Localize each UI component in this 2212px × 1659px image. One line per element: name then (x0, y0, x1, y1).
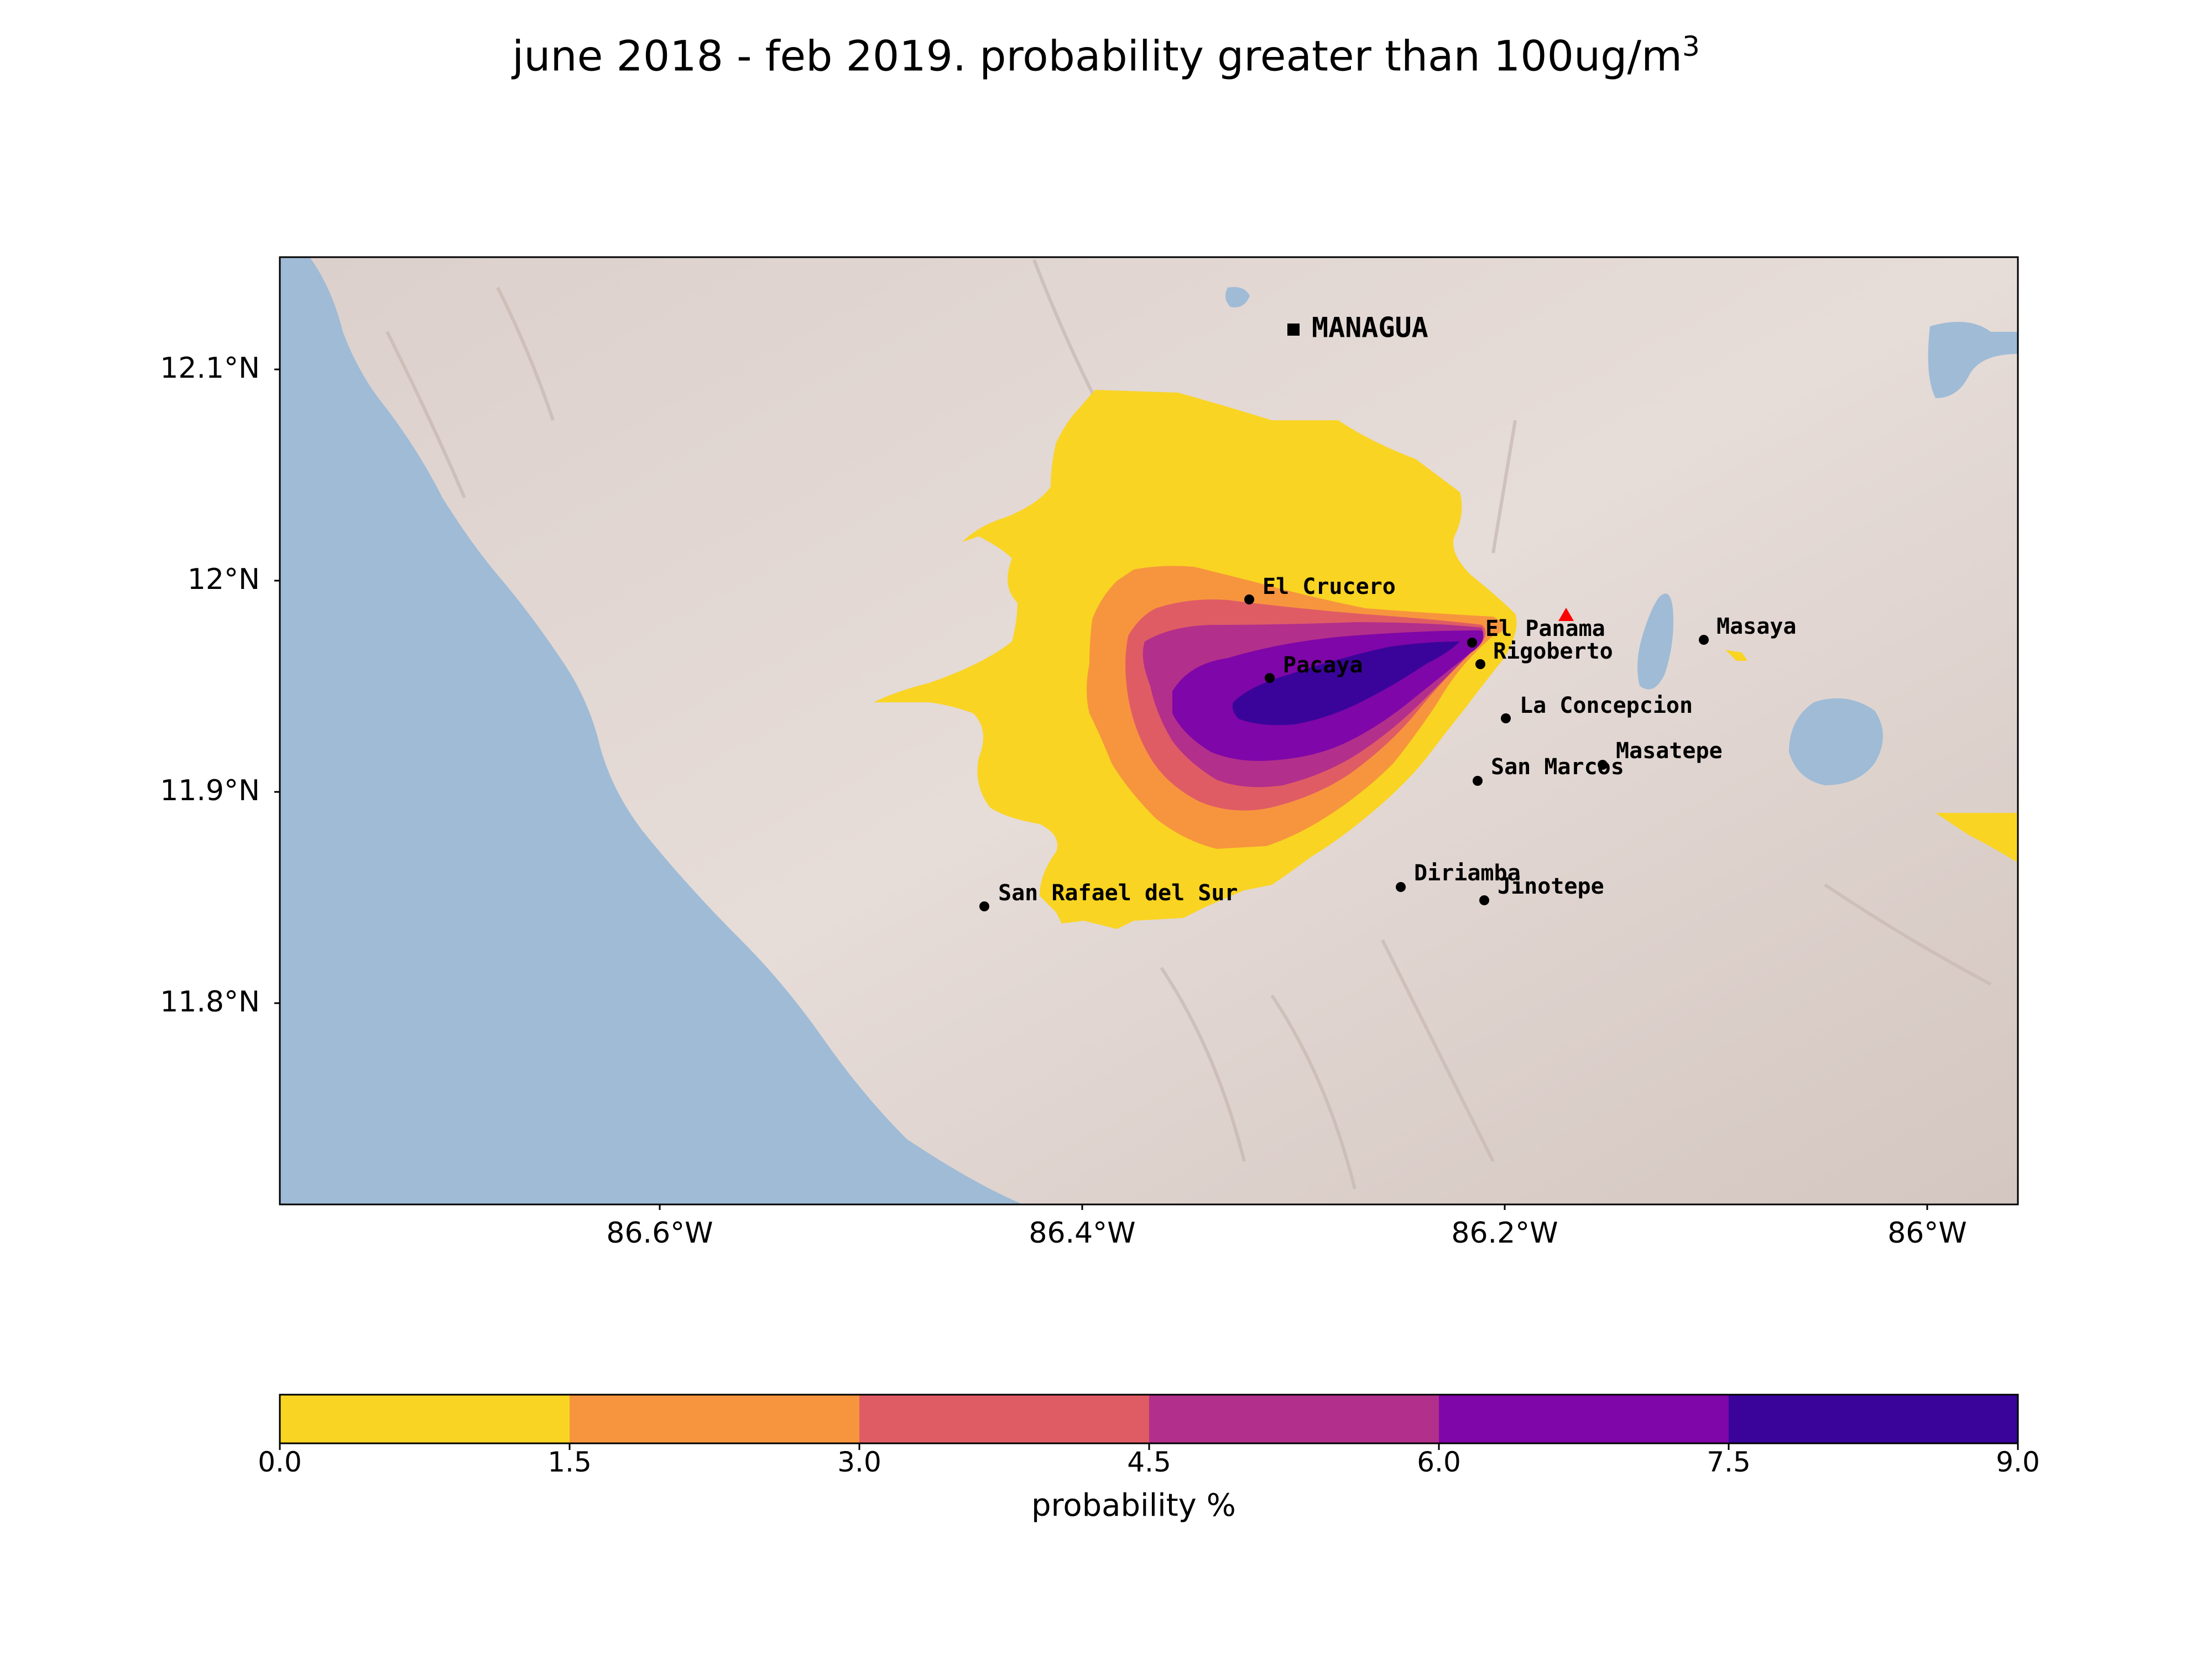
place-dot-masaya-icon (1699, 635, 1709, 645)
place-label-la-concepcion: La Concepcion (1520, 693, 1693, 718)
volcano-triangle-icon (1558, 608, 1574, 621)
colorbar-bin-5 (1729, 1395, 2018, 1443)
place-dot-el-panama-icon (1467, 638, 1477, 648)
colorbar-tick-6: 9.0 (1996, 1446, 2040, 1478)
place-label-el-crucero: El Crucero (1262, 574, 1396, 599)
terrain-relief (385, 259, 1992, 1190)
contour-yellow-masaya (1725, 650, 1747, 661)
place-dot-pacaya-icon (1265, 673, 1275, 683)
colorbar-tick-5: 7.5 (1707, 1446, 1751, 1478)
place-label-diriamba: Diriamba (1414, 860, 1521, 886)
contour-yellow-east (1936, 813, 2018, 863)
capital-marker-icon (1287, 324, 1300, 336)
place-label-masatepe: Masatepe (1616, 738, 1723, 764)
place-label-rigoberto: Rigoberto (1493, 639, 1613, 664)
lat-tick-12.1: 12.1°N (160, 352, 260, 385)
colorbar-title: probability % (1031, 1488, 1236, 1524)
place-label-san-marcos: San Marcos (1491, 754, 1624, 780)
place-markers: El Crucero El Panama Rigoberto Pacaya La… (979, 574, 1797, 911)
colorbar (279, 1394, 2019, 1450)
lat-tick-11.9: 11.9°N (160, 774, 260, 807)
map-frame (279, 256, 2019, 1206)
place-dot-el-crucero-icon (1244, 594, 1254, 604)
place-dot-san-marcos-icon (1473, 776, 1483, 786)
colorbar-tick-0: 0.0 (258, 1446, 302, 1478)
capital-label: MANAGUA (1312, 312, 1428, 344)
colorbar-tick-4: 6.0 (1417, 1446, 1461, 1478)
colorbar-tick-2: 3.0 (837, 1446, 881, 1478)
colorbar-bin-1 (570, 1395, 859, 1443)
place-dot-diriamba-icon (1396, 882, 1406, 892)
axis-ticks (274, 368, 1928, 1210)
lat-tick-12: 12°N (187, 563, 260, 596)
colorbar-tick-3: 4.5 (1127, 1446, 1171, 1478)
place-dot-jinotepe-icon (1479, 895, 1489, 905)
lake-managua-edge (1225, 287, 1250, 307)
lon-tick-86.6: 86.6°W (606, 1217, 713, 1250)
place-dot-masatepe-icon (1598, 760, 1608, 770)
colorbar-bin-3 (1149, 1395, 1439, 1443)
lon-tick-86.2: 86.2°W (1451, 1217, 1558, 1250)
lake-apoyo (1789, 698, 1883, 785)
lat-tick-11.8: 11.8°N (160, 985, 260, 1019)
place-label-el-panama: El Panama (1485, 616, 1605, 641)
colorbar-bin-4 (1439, 1395, 1729, 1443)
colorbar-tick-1: 1.5 (547, 1446, 592, 1478)
lon-tick-86.4: 86.4°W (1029, 1217, 1136, 1250)
place-label-masaya: Masaya (1717, 614, 1797, 639)
lake-masaya (1637, 593, 1673, 690)
lon-tick-86: 86°W (1887, 1217, 1967, 1250)
contour-7.5-9.0 (1232, 641, 1460, 726)
ocean (280, 257, 1023, 1204)
place-dot-la-concepcion-icon (1501, 713, 1511, 723)
lake-nicaragua-edge (1928, 322, 2018, 398)
place-dot-san-rafael-del-sur-icon (979, 901, 989, 911)
place-label-jinotepe: Jinotepe (1498, 874, 1604, 899)
chart-title: june 2018 - feb 2019. probability greate… (512, 30, 1700, 81)
colorbar-bin-2 (859, 1395, 1149, 1443)
colorbar-bin-0 (280, 1395, 570, 1443)
place-label-pacaya: Pacaya (1283, 653, 1363, 678)
place-dot-rigoberto-icon (1475, 659, 1485, 669)
place-label-san-rafael-del-sur: San Rafael del Sur (998, 880, 1238, 906)
